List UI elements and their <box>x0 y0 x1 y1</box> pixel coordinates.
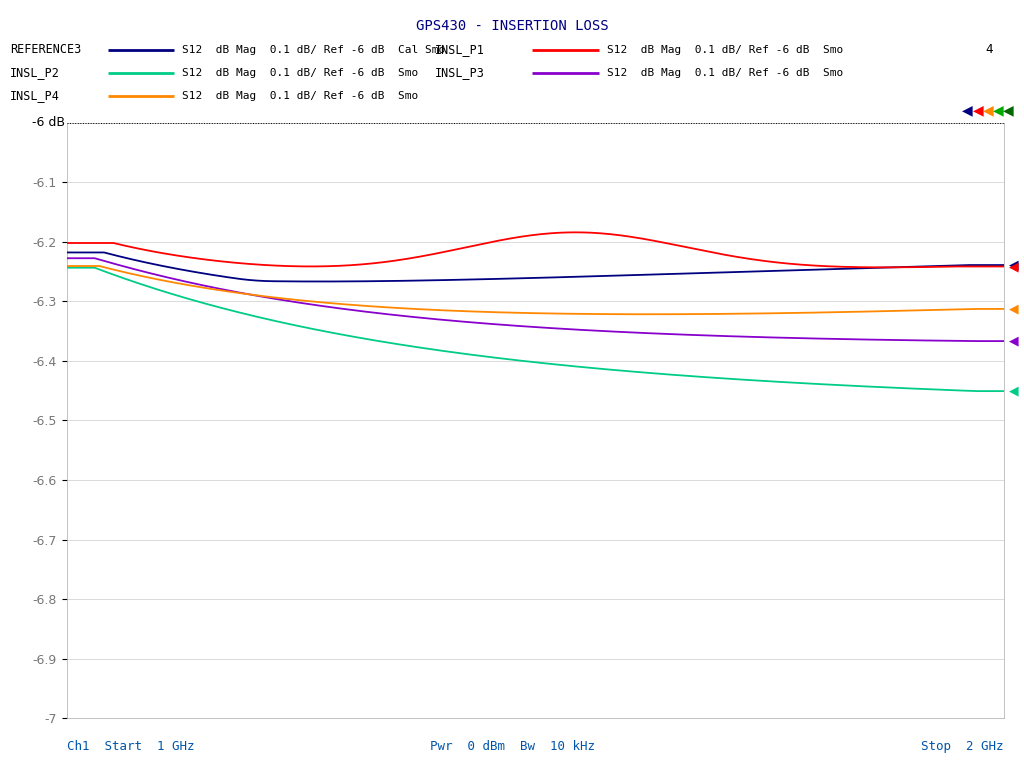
Text: S12  dB Mag  0.1 dB/ Ref -6 dB  Smo: S12 dB Mag 0.1 dB/ Ref -6 dB Smo <box>607 45 844 55</box>
Text: ◀: ◀ <box>1004 103 1014 117</box>
Text: INSL_P1: INSL_P1 <box>435 44 485 56</box>
Text: ◀: ◀ <box>1009 303 1019 316</box>
Text: ◀: ◀ <box>1009 335 1019 348</box>
Text: ◀: ◀ <box>963 103 973 117</box>
Text: ◀: ◀ <box>1009 385 1019 398</box>
Text: S12  dB Mag  0.1 dB/ Ref -6 dB  Smo: S12 dB Mag 0.1 dB/ Ref -6 dB Smo <box>182 68 419 78</box>
Text: GPS430 - INSERTION LOSS: GPS430 - INSERTION LOSS <box>416 19 608 33</box>
Text: Pwr  0 dBm  Bw  10 kHz: Pwr 0 dBm Bw 10 kHz <box>429 740 595 753</box>
Text: 4: 4 <box>986 44 993 56</box>
Text: INSL_P3: INSL_P3 <box>435 67 485 79</box>
Text: INSL_P4: INSL_P4 <box>10 90 60 102</box>
Text: ◀: ◀ <box>973 103 983 117</box>
Text: ◀: ◀ <box>1009 260 1019 273</box>
Text: S12  dB Mag  0.1 dB/ Ref -6 dB  Cal Smo: S12 dB Mag 0.1 dB/ Ref -6 dB Cal Smo <box>182 45 445 55</box>
Text: ◀: ◀ <box>1009 259 1019 272</box>
Text: S12  dB Mag  0.1 dB/ Ref -6 dB  Smo: S12 dB Mag 0.1 dB/ Ref -6 dB Smo <box>182 91 419 101</box>
Text: S12  dB Mag  0.1 dB/ Ref -6 dB  Smo: S12 dB Mag 0.1 dB/ Ref -6 dB Smo <box>607 68 844 78</box>
Text: ◀: ◀ <box>983 103 993 117</box>
Text: REFERENCE3: REFERENCE3 <box>10 44 82 56</box>
Text: ◀: ◀ <box>993 103 1004 117</box>
Text: Stop  2 GHz: Stop 2 GHz <box>921 740 1004 753</box>
Text: Ch1  Start  1 GHz: Ch1 Start 1 GHz <box>67 740 195 753</box>
Text: -6 dB: -6 dB <box>32 117 65 129</box>
Text: INSL_P2: INSL_P2 <box>10 67 60 79</box>
